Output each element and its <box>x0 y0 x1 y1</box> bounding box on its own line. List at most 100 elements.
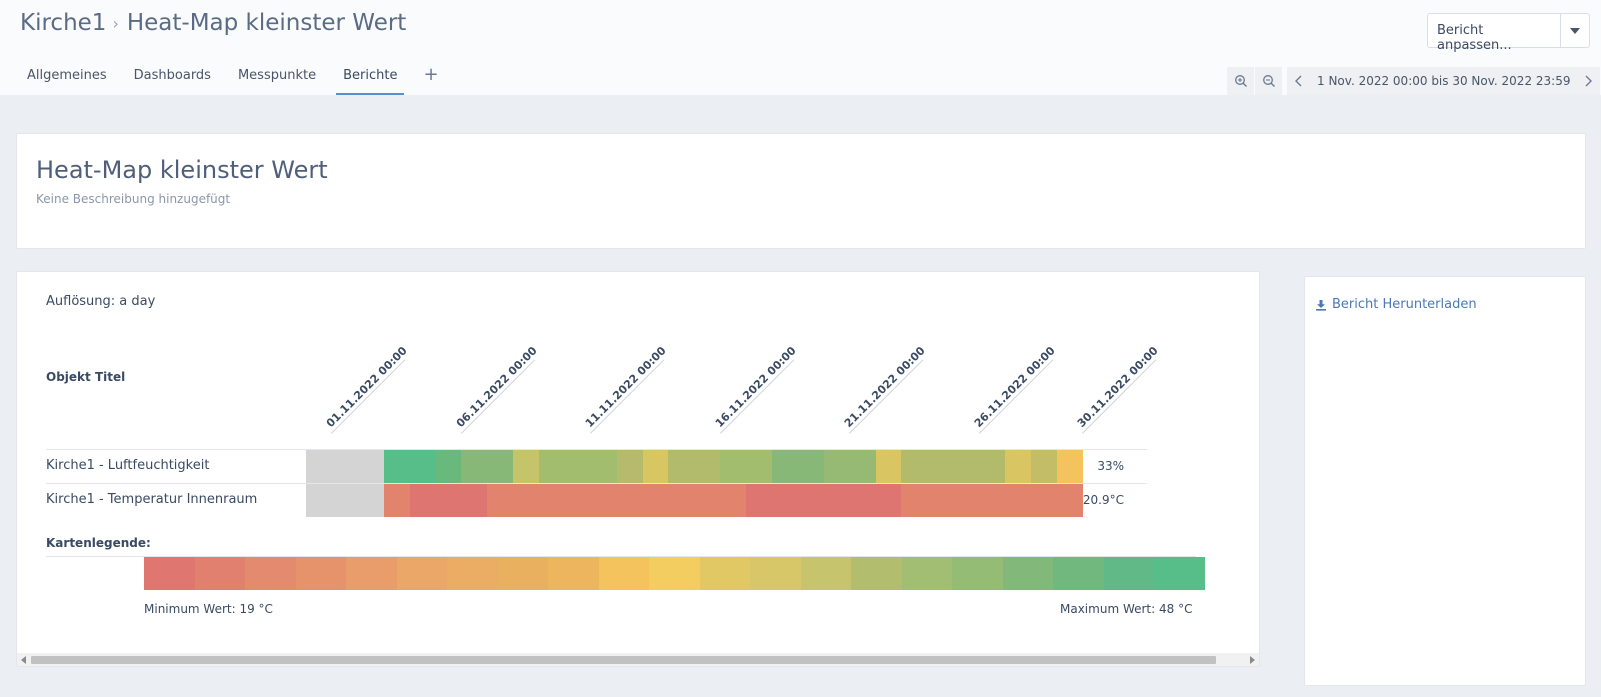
date-guide-line <box>331 359 406 434</box>
heatmap-cell[interactable] <box>746 484 773 517</box>
legend-swatch <box>1002 557 1053 590</box>
report-info-card: Heat-Map kleinster Wert Keine Beschreibu… <box>16 133 1586 249</box>
customize-dropdown-toggle[interactable] <box>1560 14 1589 47</box>
heatmap-cell[interactable] <box>564 484 591 517</box>
heatmap-cell[interactable] <box>901 450 928 483</box>
heatmap-cell[interactable] <box>927 450 954 483</box>
heatmap-cell[interactable] <box>539 484 565 517</box>
legend-swatch <box>194 557 245 590</box>
legend-swatch <box>144 557 195 590</box>
heatmap-cell[interactable] <box>1030 484 1057 517</box>
scroll-left-arrow-icon[interactable] <box>21 656 26 664</box>
breadcrumb: Kirche1 › Heat-Map kleinster Wert <box>20 10 406 36</box>
tab-allgemeines[interactable]: Allgemeines <box>27 68 107 83</box>
row-divider <box>46 483 1147 484</box>
heatmap-cell[interactable] <box>953 484 980 517</box>
heatmap-cell[interactable] <box>487 484 514 517</box>
heatmap-cell[interactable] <box>513 450 540 483</box>
heatmap-cell[interactable] <box>849 484 876 517</box>
heatmap-cell[interactable] <box>642 450 669 483</box>
row-divider <box>46 449 1147 450</box>
heatmap-cell[interactable] <box>590 450 617 483</box>
heatmap-cell[interactable] <box>461 484 488 517</box>
heatmap-cell[interactable] <box>694 484 721 517</box>
add-tab-button[interactable]: + <box>423 64 439 85</box>
heatmap-cell[interactable] <box>642 484 669 517</box>
date-axis-label: 06.11.2022 00:00 <box>453 344 540 430</box>
heatmap-cell[interactable] <box>927 484 954 517</box>
page-title: Heat-Map kleinster Wert <box>126 10 407 36</box>
heatmap-cell[interactable] <box>797 450 824 483</box>
date-axis-label: 01.11.2022 00:00 <box>323 344 410 430</box>
heatmap-cell[interactable] <box>1056 450 1083 483</box>
heatmap-cell[interactable] <box>590 484 617 517</box>
heatmap-cell[interactable] <box>564 450 591 483</box>
tab-messpunkte[interactable]: Messpunkte <box>237 68 317 83</box>
zoom-in-button[interactable] <box>1227 67 1254 95</box>
heatmap-cell[interactable] <box>720 450 747 483</box>
heatmap-cell[interactable] <box>1005 484 1031 517</box>
heatmap-cell[interactable] <box>668 450 695 483</box>
horizontal-scrollbar[interactable] <box>17 653 1259 666</box>
scrollbar-thumb[interactable] <box>31 656 1216 664</box>
heatmap-cell[interactable] <box>357 450 384 483</box>
legend-swatch <box>750 557 801 590</box>
heatmap-cell[interactable] <box>875 484 902 517</box>
heatmap-cell[interactable] <box>668 484 695 517</box>
legend-max-label: Maximum Wert: 48 °C <box>1060 602 1193 616</box>
heatmap-cell[interactable] <box>823 450 850 483</box>
download-report-link[interactable]: Bericht Herunterladen <box>1315 297 1477 312</box>
scroll-right-arrow-icon[interactable] <box>1250 656 1255 664</box>
legend-color-scale <box>144 557 1205 590</box>
heatmap-cell[interactable] <box>357 484 384 517</box>
heatmap-cell[interactable] <box>331 450 358 483</box>
date-range-display[interactable]: 1 Nov. 2022 00:00 bis 30 Nov. 2022 23:59 <box>1311 67 1577 95</box>
heatmap-cell[interactable] <box>1030 450 1057 483</box>
heatmap-cell[interactable] <box>409 484 436 517</box>
heatmap-cell[interactable] <box>901 484 928 517</box>
heatmap-cell[interactable] <box>979 450 1006 483</box>
heatmap-cell[interactable] <box>720 484 747 517</box>
row-label-temperature: Kirche1 - Temperatur Innenraum <box>46 492 258 507</box>
heatmap-cell[interactable] <box>616 450 643 483</box>
heatmap-cell[interactable] <box>746 450 773 483</box>
previous-period-button[interactable] <box>1287 67 1311 95</box>
date-guide-line <box>590 359 665 434</box>
heatmap-cell[interactable] <box>435 450 462 483</box>
heatmap-cell[interactable] <box>953 450 980 483</box>
heatmap-cell[interactable] <box>797 484 824 517</box>
object-title-header: Objekt Titel <box>46 370 126 384</box>
heatmap-cell[interactable] <box>513 484 540 517</box>
next-period-button[interactable] <box>1576 67 1601 95</box>
legend-swatch <box>649 557 700 590</box>
heatmap-cell[interactable] <box>772 450 798 483</box>
heatmap-cell[interactable] <box>331 484 358 517</box>
heatmap-cell[interactable] <box>616 484 643 517</box>
tab-dashboards[interactable]: Dashboards <box>133 68 211 83</box>
heatmap-cell[interactable] <box>306 484 332 517</box>
date-guide-line <box>978 359 1053 434</box>
heatmap-cell[interactable] <box>1056 484 1083 517</box>
heatmap-cell[interactable] <box>383 484 410 517</box>
zoom-out-button[interactable] <box>1255 67 1282 95</box>
heatmap-cell[interactable] <box>823 484 850 517</box>
heatmap-cell[interactable] <box>435 484 462 517</box>
heatmap-cell[interactable] <box>409 450 436 483</box>
heatmap-cell[interactable] <box>1005 450 1031 483</box>
breadcrumb-parent[interactable]: Kirche1 <box>20 10 107 36</box>
heatmap-cell[interactable] <box>539 450 565 483</box>
heatmap-cell[interactable] <box>979 484 1006 517</box>
heatmap-cell[interactable] <box>694 450 721 483</box>
heatmap-cell[interactable] <box>306 450 332 483</box>
heatmap-cell[interactable] <box>487 450 514 483</box>
legend-swatch <box>346 557 397 590</box>
tab-berichte[interactable]: Berichte <box>336 60 405 95</box>
heatmap-cell[interactable] <box>849 450 876 483</box>
customize-report-label[interactable]: Bericht anpassen... <box>1437 23 1512 53</box>
legend-swatch <box>447 557 498 590</box>
heatmap-cell[interactable] <box>772 484 798 517</box>
heatmap-cell[interactable] <box>383 450 410 483</box>
heatmap-cell[interactable] <box>461 450 488 483</box>
zoom-out-icon <box>1262 75 1275 87</box>
heatmap-cell[interactable] <box>875 450 902 483</box>
